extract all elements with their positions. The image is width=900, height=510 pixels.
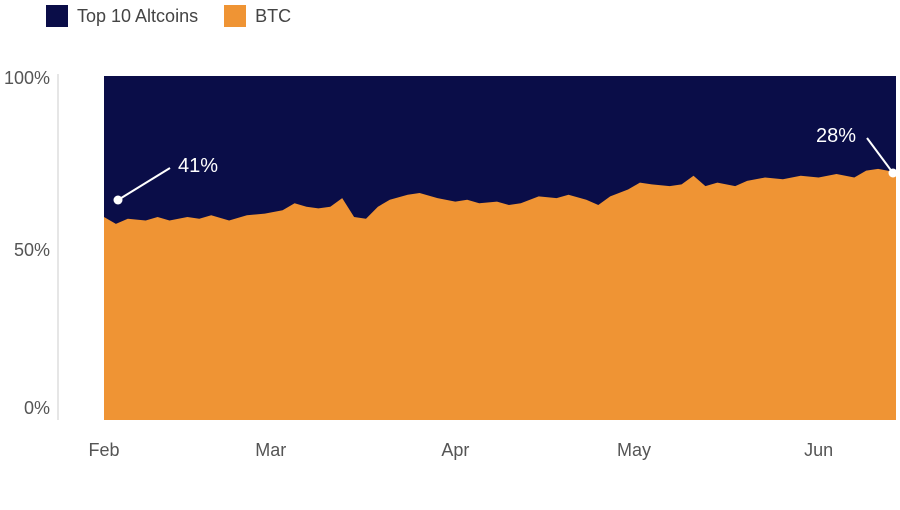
legend-swatch-altcoins — [46, 5, 68, 27]
x-tick-label: Mar — [255, 440, 286, 460]
annotation-leader-line — [866, 137, 894, 174]
annotation-point — [888, 168, 898, 178]
legend-label-btc: BTC — [255, 5, 292, 26]
x-tick-label: Jun — [804, 440, 833, 460]
legend-item-btc[interactable]: BTC — [224, 5, 291, 27]
x-tick-label: Apr — [441, 440, 469, 460]
x-tick-label: Feb — [88, 440, 119, 460]
annotation-leader-line — [117, 167, 171, 201]
y-tick-label: 0% — [24, 398, 50, 418]
annotation-label: 41% — [178, 155, 218, 177]
legend: Top 10 Altcoins BTC — [46, 3, 291, 29]
legend-label-altcoins: Top 10 Altcoins — [77, 5, 199, 26]
annotation-label: 28% — [816, 125, 856, 147]
annotation-point — [113, 195, 123, 205]
legend-swatch-btc — [224, 5, 247, 27]
area-btc — [104, 168, 896, 420]
x-tick-label: May — [617, 440, 651, 460]
legend-item-altcoins[interactable]: Top 10 Altcoins — [46, 5, 198, 27]
y-tick-label: 100% — [4, 68, 50, 88]
y-tick-label: 50% — [14, 240, 50, 260]
